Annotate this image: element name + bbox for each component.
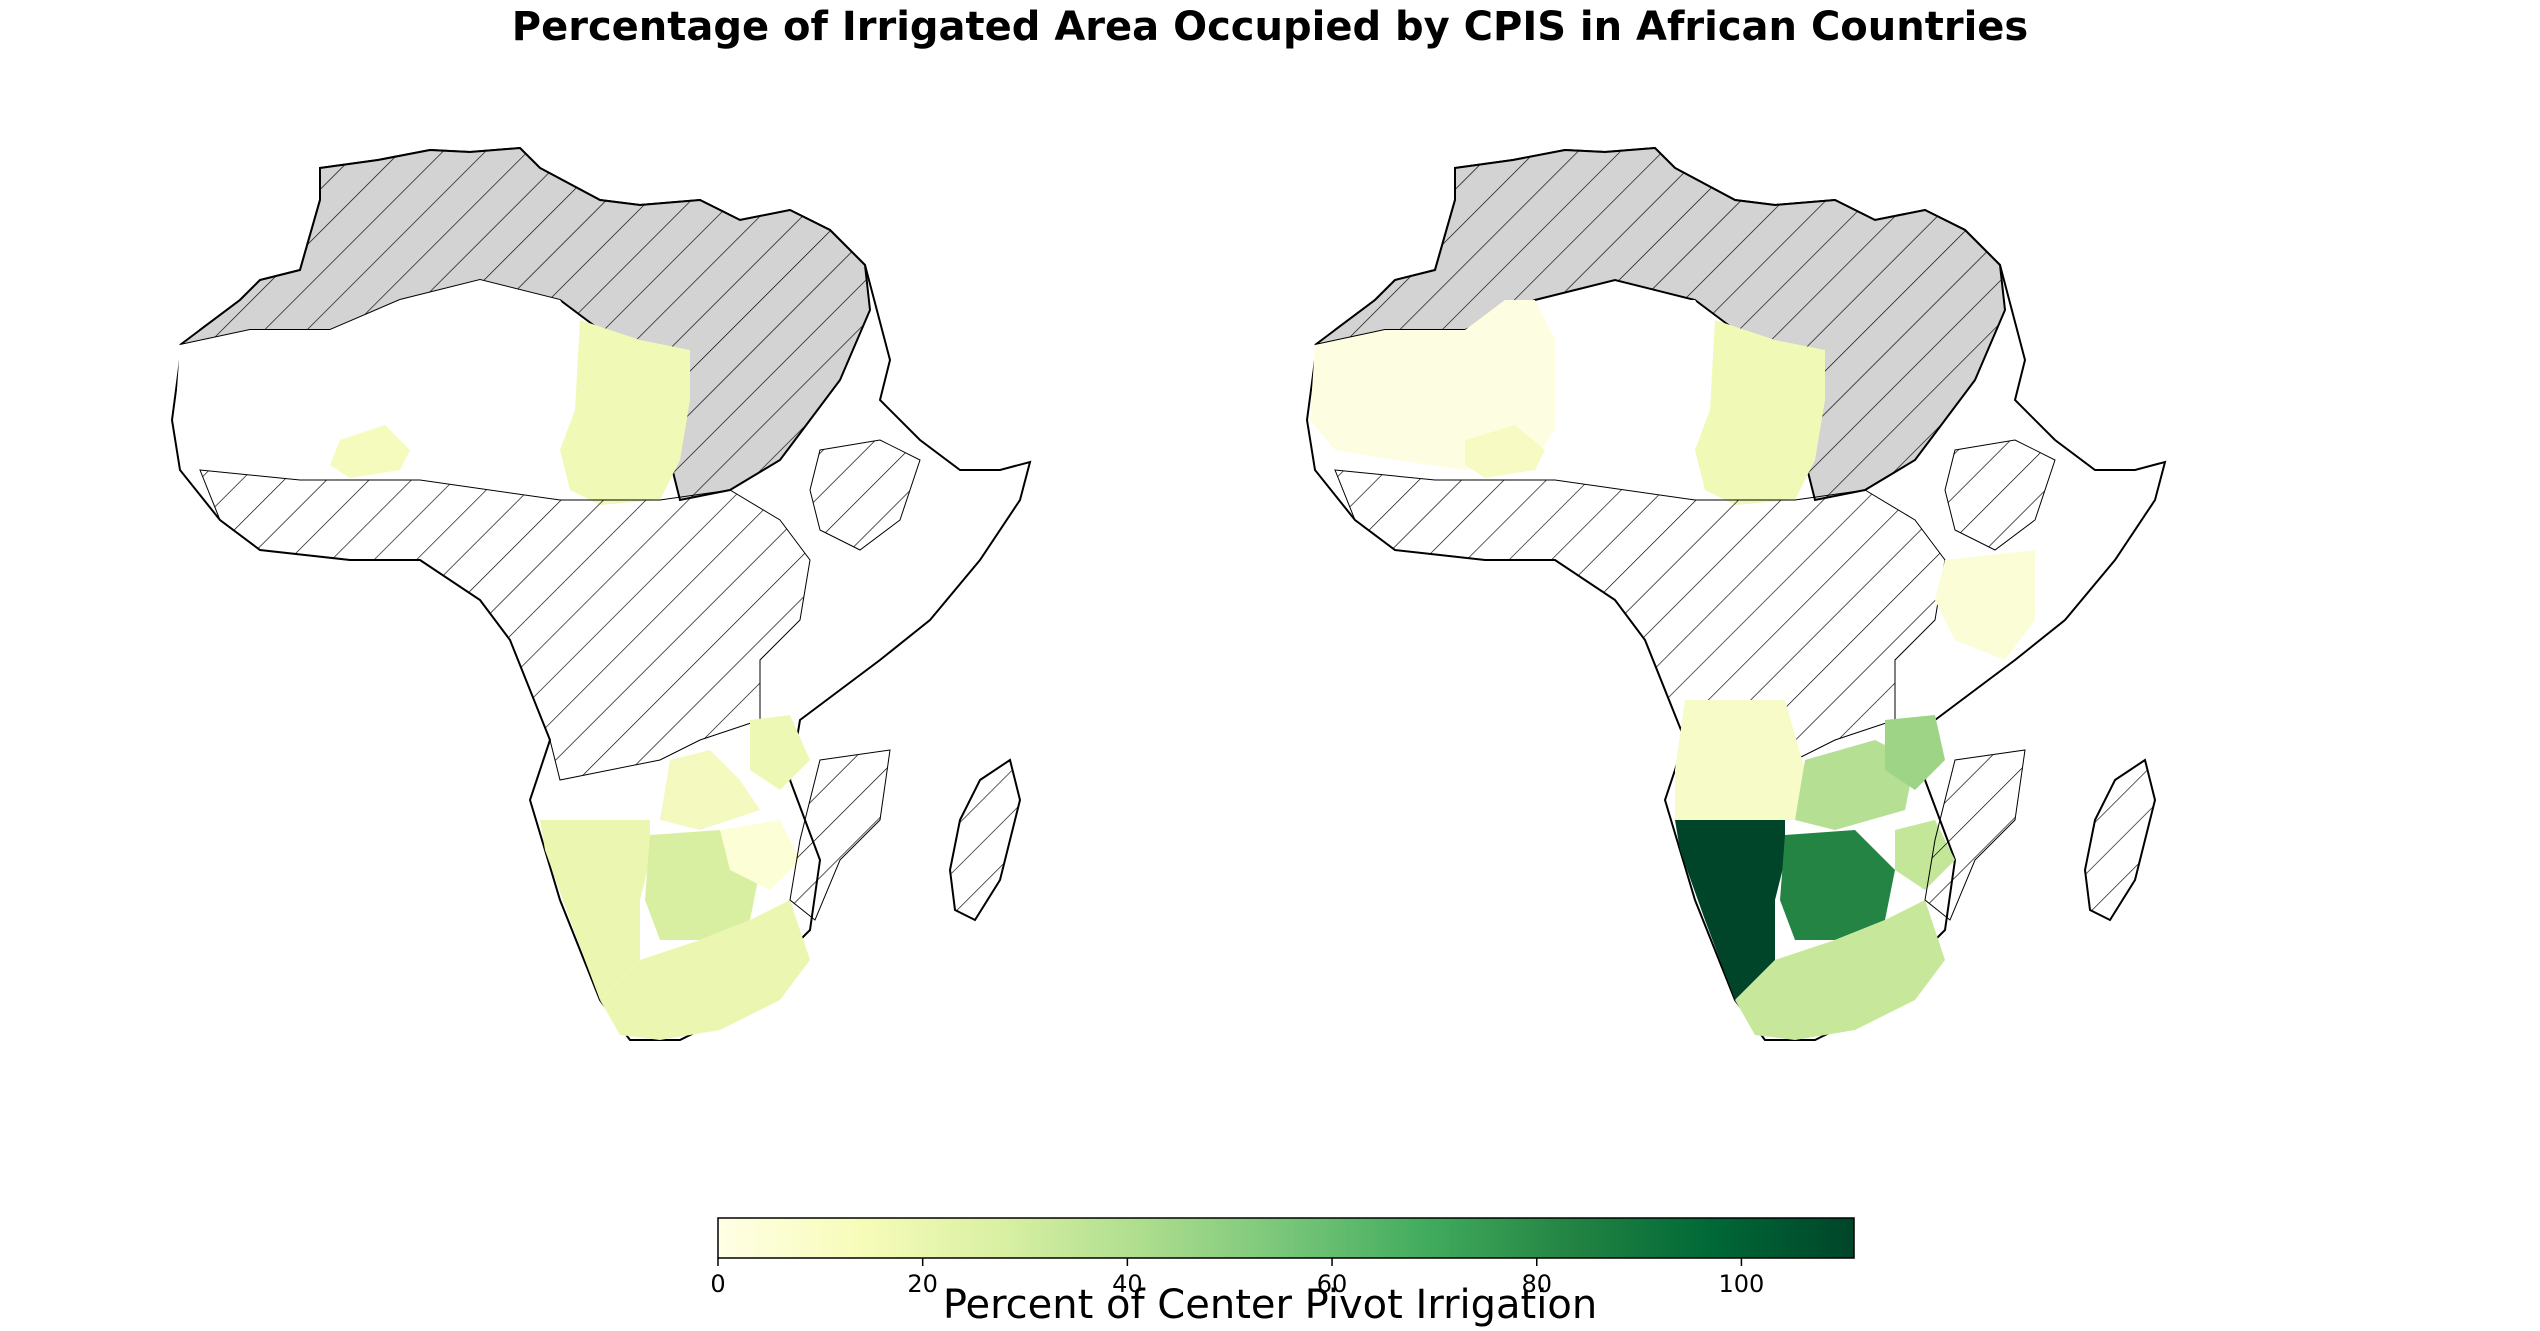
colorbar-tick-label: 80	[1521, 1270, 1552, 1298]
central-africa-hatch-left	[199, 469, 811, 781]
region-mozambique-right	[1924, 749, 2026, 921]
region-south-africa-left	[600, 900, 810, 1040]
north-africa-hatch-right	[1315, 148, 2005, 500]
colorbar-tick-label: 60	[1317, 1270, 1348, 1298]
map-left	[170, 146, 1032, 1041]
region-zambia-left	[660, 750, 760, 830]
region-kenya-right	[1935, 550, 2035, 660]
region-mali-right	[1310, 300, 1555, 470]
colorbar-label: Percent of Center Pivot Irrigation	[942, 1282, 1598, 1328]
north-africa-hatch-left	[180, 148, 870, 500]
region-mozambique-left	[789, 749, 891, 921]
region-chad-right	[1695, 320, 1825, 505]
region-malawi-left	[750, 715, 810, 790]
madagascar-right	[2083, 758, 2157, 922]
colorbar-tick-label: 40	[1112, 1270, 1143, 1298]
madagascar-left	[948, 758, 1022, 922]
region-namibia-right	[1675, 820, 1785, 1000]
horn-africa-hatch-right	[1944, 439, 2056, 551]
region-chad-left	[560, 320, 690, 505]
region-burkina-right	[1465, 425, 1545, 478]
colorbar-tick-label: 100	[1719, 1270, 1765, 1298]
colorbar-gradient	[717, 1217, 1855, 1259]
map-right	[1305, 146, 2167, 1041]
region-angola-right	[1675, 700, 1805, 820]
colorbar-ticks: 0 20 40 60 80 100	[710, 1258, 1764, 1298]
colorbar-tick-label: 0	[710, 1270, 725, 1298]
horn-africa-hatch-left	[809, 439, 921, 551]
sahel-white-right	[1535, 300, 1715, 500]
region-malawi-right	[1885, 715, 1945, 790]
region-burkina-left	[330, 425, 410, 478]
region-botswana-right	[1780, 830, 1895, 940]
page-title: Percentage of Irrigated Area Occupied by…	[511, 4, 2029, 50]
sahel-white-left	[175, 280, 580, 500]
region-zimbabwe-left	[720, 820, 800, 890]
region-south-africa-right	[1735, 900, 1945, 1040]
region-namibia-left	[540, 820, 650, 1000]
colorbar: 0 20 40 60 80 100	[710, 1217, 1855, 1298]
central-africa-hatch-right	[1334, 469, 1946, 781]
colorbar-tick-label: 20	[907, 1270, 938, 1298]
